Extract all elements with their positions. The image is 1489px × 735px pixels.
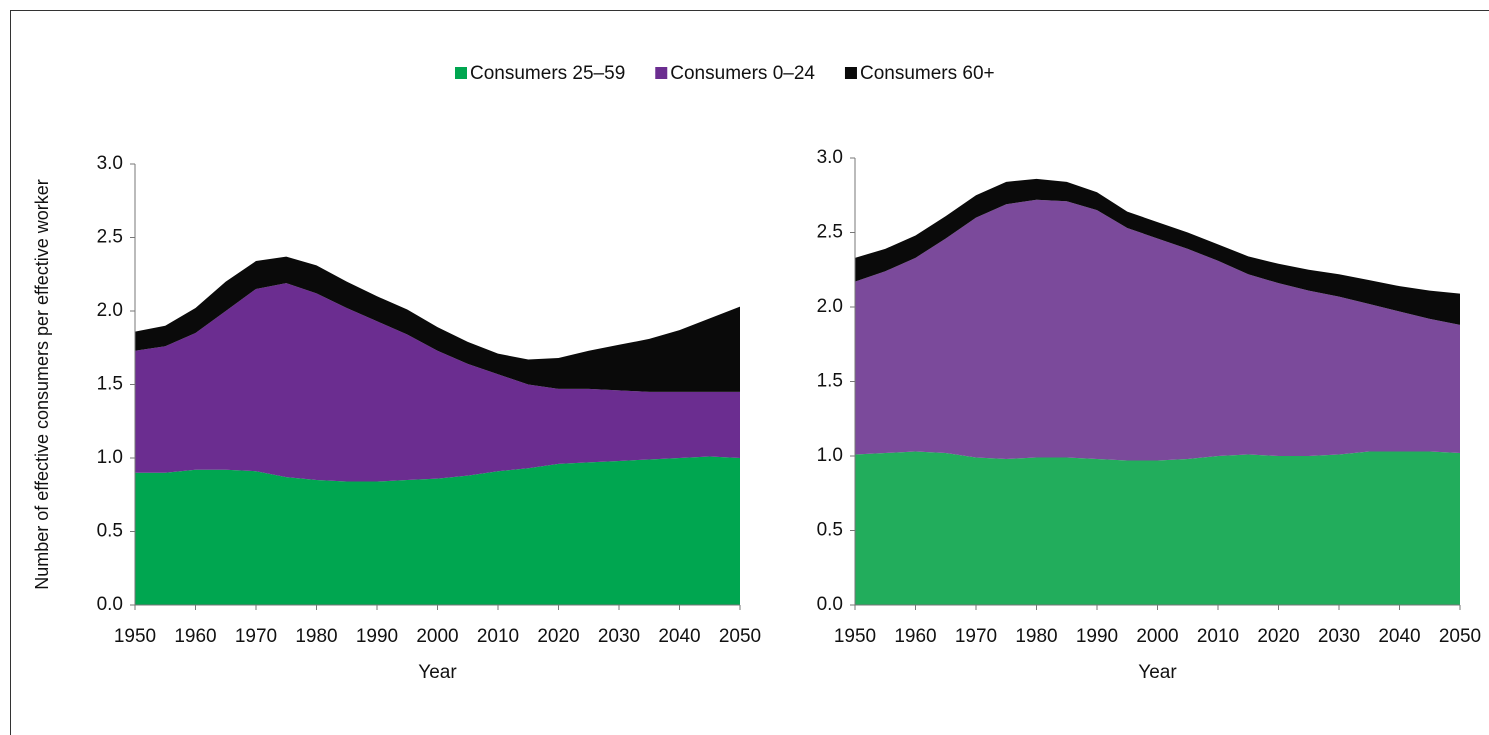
x-tick-label: 2040: [658, 626, 700, 647]
x-tick-label: 1950: [834, 626, 876, 647]
y-tick-label: 0.0: [97, 594, 123, 615]
area: [135, 256, 740, 392]
y-tick-label: 1.0: [817, 445, 843, 466]
x-tick-label: 2030: [1318, 626, 1360, 647]
x-axis-title: Year: [1138, 662, 1177, 683]
legend-label: Consumers 25–59: [470, 63, 625, 84]
x-tick-label: 1960: [894, 626, 936, 647]
x-tick-label: 2010: [477, 626, 519, 647]
x-tick-label: 2050: [719, 626, 761, 647]
y-tick-label: 1.5: [97, 374, 123, 395]
x-tick-label: 2040: [1378, 626, 1420, 647]
area: [135, 283, 740, 482]
x-tick-label: 2010: [1197, 626, 1239, 647]
legend-swatch: [655, 67, 668, 79]
x-tick-label: 1990: [356, 626, 398, 647]
area: [855, 451, 1460, 605]
y-tick-label: 2.5: [97, 227, 123, 248]
x-tick-label: 1950: [114, 626, 156, 647]
y-tick-label: 0.5: [817, 520, 843, 541]
x-tick-label: 1970: [955, 626, 997, 647]
y-tick-label: 0.0: [817, 594, 843, 615]
area: [855, 199, 1460, 461]
y-tick-label: 2.5: [817, 222, 843, 243]
y-tick-label: 3.0: [97, 153, 123, 174]
x-tick-label: 2000: [416, 626, 458, 647]
legend-label: Consumers 60+: [860, 63, 995, 84]
x-tick-label: 1970: [235, 626, 277, 647]
area: [135, 456, 740, 605]
area: [855, 178, 1460, 325]
x-tick-label: 1960: [174, 626, 216, 647]
y-tick-label: 2.0: [97, 300, 123, 321]
legend-swatch: [455, 67, 467, 79]
frame: [10, 10, 1489, 735]
x-tick-label: 1990: [1076, 626, 1118, 647]
y-tick-label: 0.5: [97, 521, 123, 542]
y-tick-label: 1.0: [97, 447, 123, 468]
legend-label: Consumers 0–24: [670, 63, 815, 84]
y-tick-label: 1.5: [817, 371, 843, 392]
x-tick-label: 2030: [598, 626, 640, 647]
x-tick-label: 1980: [295, 626, 337, 647]
y-tick-label: 2.0: [817, 296, 843, 317]
x-tick-label: 2020: [1257, 626, 1299, 647]
y-tick-label: 3.0: [817, 147, 843, 168]
x-axis-title: Year: [418, 662, 457, 683]
x-tick-label: 2000: [1136, 626, 1178, 647]
x-tick-label: 1980: [1015, 626, 1057, 647]
y-axis-title: Number of effective consumers per effect…: [32, 179, 52, 590]
x-tick-label: 2020: [537, 626, 579, 647]
x-tick-label: 2050: [1439, 626, 1481, 647]
legend-swatch: [844, 67, 857, 79]
